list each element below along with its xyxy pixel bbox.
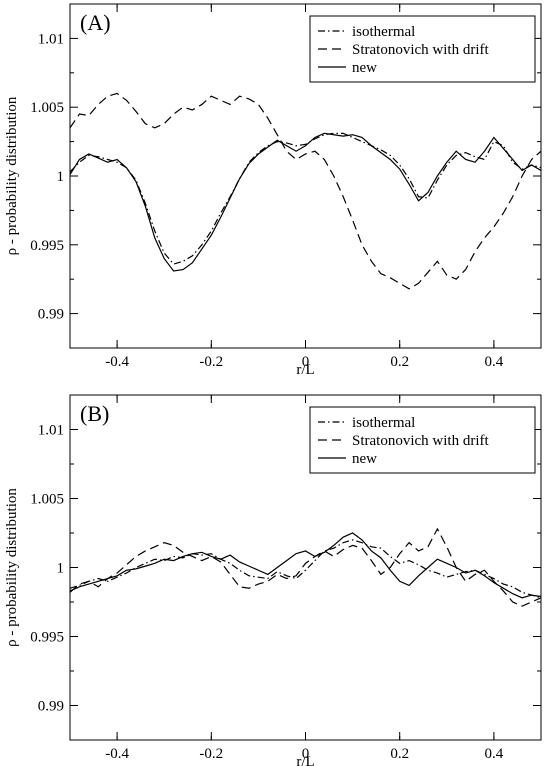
legend-box: [309, 406, 536, 474]
legend-entry: Stratonovich with drift: [352, 42, 489, 58]
y-tick-label: 1.005: [30, 100, 64, 116]
legend-entry: new: [352, 451, 377, 467]
x-tick-label: 0.4: [485, 354, 504, 370]
x-tick-label: 0: [302, 746, 310, 762]
x-tick-label: -0.2: [199, 746, 223, 762]
x-tick-label: 0.2: [390, 746, 409, 762]
x-tick-label: -0.4: [105, 746, 129, 762]
series-line-isothermal: [70, 132, 541, 265]
legend-entry: isothermal: [352, 24, 415, 40]
series-line-stratonovich-with-drift: [70, 527, 541, 607]
x-tick-label: 0.2: [390, 354, 409, 370]
y-tick-label: 1.01: [38, 31, 64, 47]
y-axis-label: ρ - probability distribution: [4, 488, 20, 647]
series-line-new: [70, 132, 541, 272]
y-tick-label: 1: [57, 169, 65, 185]
y-axis-label: ρ - probability distribution: [4, 96, 20, 255]
legend-entry: Stratonovich with drift: [352, 433, 489, 449]
legend-entry: new: [352, 60, 377, 76]
y-tick-label: 0.995: [30, 630, 64, 646]
legend-box: [309, 15, 536, 83]
y-tick-label: 0.99: [38, 699, 64, 715]
y-tick-label: 0.995: [30, 238, 64, 254]
x-tick-label: 0.4: [485, 746, 504, 762]
x-axis-label: r/L: [296, 362, 314, 378]
series-line-isothermal: [70, 539, 541, 599]
x-tick-label: -0.4: [105, 354, 129, 370]
panel-label: (B): [80, 401, 109, 426]
x-tick-label: -0.2: [199, 354, 223, 370]
y-tick-label: 1.005: [30, 492, 64, 508]
x-axis-label: r/L: [296, 754, 314, 766]
series-line-new: [70, 532, 541, 599]
legend: isothermal Stratonovich with drift new: [309, 15, 536, 83]
y-tick-label: 1.01: [38, 423, 64, 439]
chart-panel-a: -0.4 -0.2 0 0.2 0.4 0.99 0.995 1 1.005 1.01 r/L ρ -…: [4, 3, 542, 378]
legend-entry: isothermal: [352, 415, 415, 431]
x-tick-label: 0: [302, 354, 310, 370]
chart-panel-b: -0.4 -0.2 0 0.2 0.4 0.99 0.995 1 1.005 1.01 r/L ρ -…: [4, 394, 542, 766]
y-tick-label: 1: [57, 561, 65, 577]
legend: isothermal Stratonovich with drift new: [309, 406, 536, 474]
panel-label: (A): [80, 10, 111, 35]
y-tick-label: 0.99: [38, 307, 64, 323]
series-line-stratonovich-with-drift: [70, 92, 541, 290]
